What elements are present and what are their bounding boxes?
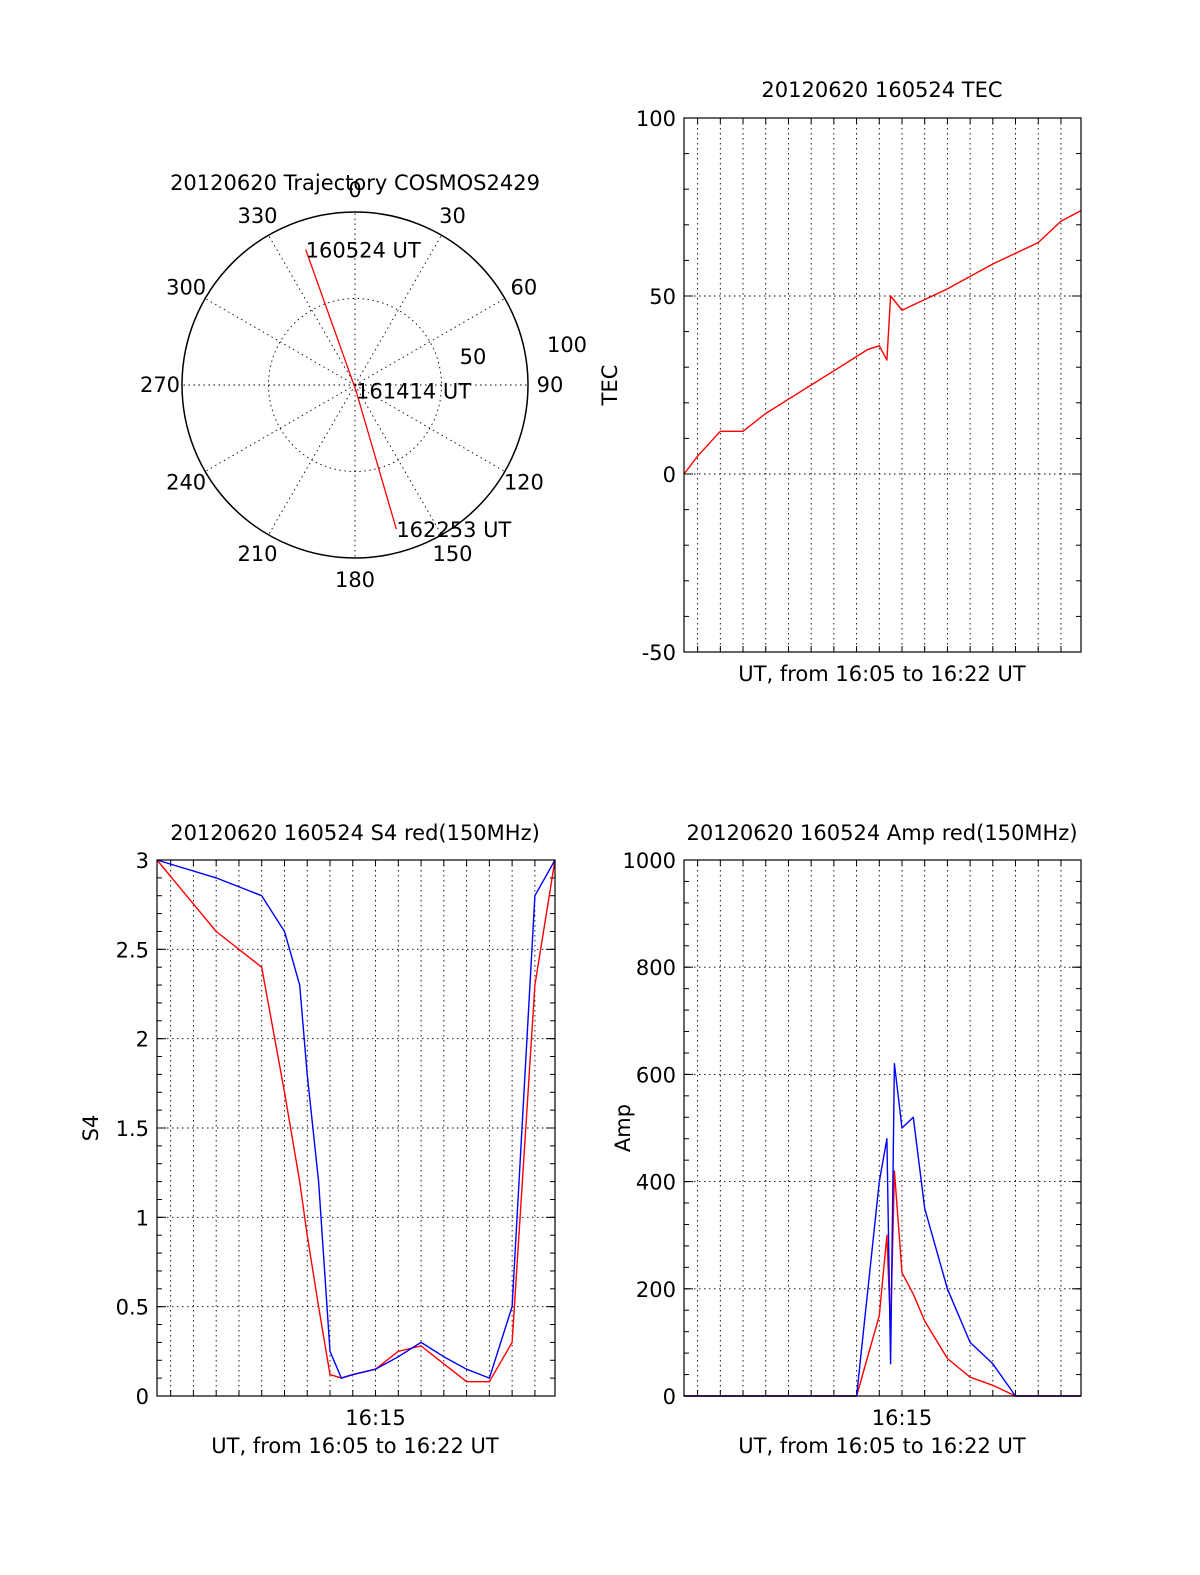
- s4-plot-frame: [156, 859, 556, 1397]
- polar-angle-label: 90: [537, 373, 564, 397]
- amp-ytick-label: 600: [636, 1063, 676, 1087]
- tec-plot-frame: [683, 117, 1082, 653]
- amp-xlabel: UT, from 16:05 to 16:22 UT: [738, 1434, 1026, 1458]
- polar-spoke: [268, 234, 356, 386]
- polar-radial-label: 100: [547, 333, 587, 357]
- polar-title: 20120620 Trajectory COSMOS2429: [170, 171, 540, 195]
- s4-title: 20120620 160524 S4 red(150MHz): [170, 821, 540, 845]
- s4-ytick-label: 3: [136, 849, 149, 873]
- polar-angle-label: 30: [439, 204, 466, 228]
- s4-ytick-label: 2: [136, 1028, 149, 1052]
- polar-angle-label: 60: [511, 276, 538, 300]
- polar-radial-label: 50: [460, 345, 487, 369]
- tec-ytick-label: -50: [642, 641, 676, 665]
- s4-ytick-label: 1.5: [116, 1117, 149, 1141]
- amp-ytick-label: 400: [636, 1171, 676, 1195]
- polar-spoke: [204, 384, 356, 472]
- amp-plot-frame: [683, 859, 1082, 1397]
- s4-ytick-label: 0.5: [116, 1296, 149, 1320]
- tec-ytick-label: 0: [663, 463, 676, 487]
- s4-ylabel: S4: [79, 1115, 103, 1142]
- polar-angle-label: 270: [140, 373, 180, 397]
- s4-xlabel: UT, from 16:05 to 16:22 UT: [211, 1434, 499, 1458]
- s4-ytick-label: 2.5: [116, 938, 149, 962]
- amp-ytick-label: 800: [636, 956, 676, 980]
- tec-ytick-label: 50: [649, 285, 676, 309]
- trajectory-line: [305, 249, 397, 530]
- polar-spoke: [354, 384, 506, 472]
- polar-outer-circle: [181, 211, 529, 559]
- polar-angle-label: 180: [335, 568, 375, 592]
- amp-ytick-label: 1000: [623, 849, 676, 873]
- amp-series-line: [684, 1170, 1081, 1397]
- polar-angle-label: 330: [237, 204, 277, 228]
- s4-series-line: [156, 859, 556, 1379]
- amp-ylabel: Amp: [611, 1104, 635, 1152]
- polar-angle-label: 210: [237, 542, 277, 566]
- polar-spoke: [204, 298, 356, 386]
- polar-angle-label: 240: [166, 471, 206, 495]
- trajectory-time-label: 162253 UT: [396, 518, 511, 542]
- s4-xtick-label: 16:15: [345, 1406, 406, 1430]
- s4-series-line: [156, 859, 556, 1383]
- tec-series-line: [683, 209, 1082, 475]
- s4-ytick-label: 0: [136, 1385, 149, 1409]
- s4-panel: 20120620 160524 S4 red(150MHz) UT, from …: [79, 821, 556, 1458]
- polar-angle-label: 150: [432, 542, 472, 566]
- tec-panel: 20120620 160524 TEC UT, from 16:05 to 16…: [598, 78, 1082, 686]
- trajectory-polar-panel: 20120620 Trajectory COSMOS2429 0 30 60 90 12…: [140, 171, 587, 592]
- amp-series-line: [684, 1062, 1081, 1397]
- polar-spoke: [354, 298, 506, 386]
- tec-ytick-label: 100: [636, 107, 676, 131]
- polar-spoke: [268, 384, 356, 536]
- amp-title: 20120620 160524 Amp red(150MHz): [686, 821, 1077, 845]
- polar-spoke: [354, 234, 442, 386]
- amp-xtick-label: 16:15: [872, 1406, 933, 1430]
- s4-ytick-label: 1: [136, 1206, 149, 1230]
- trajectory-time-label: 160524 UT: [306, 239, 421, 263]
- polar-spoke: [354, 384, 442, 536]
- polar-angle-label: 120: [504, 471, 544, 495]
- amp-ytick-label: 0: [663, 1385, 676, 1409]
- amp-panel: 20120620 160524 Amp red(150MHz) UT, from…: [611, 821, 1082, 1458]
- polar-angle-label: 300: [166, 276, 206, 300]
- polar-angle-label: 0: [348, 178, 361, 202]
- amp-ytick-label: 200: [636, 1278, 676, 1302]
- tec-title: 20120620 160524 TEC: [761, 78, 1002, 102]
- tec-ylabel: TEC: [598, 365, 622, 407]
- trajectory-time-label: 161414 UT: [356, 380, 471, 404]
- tec-xlabel: UT, from 16:05 to 16:22 UT: [738, 662, 1026, 686]
